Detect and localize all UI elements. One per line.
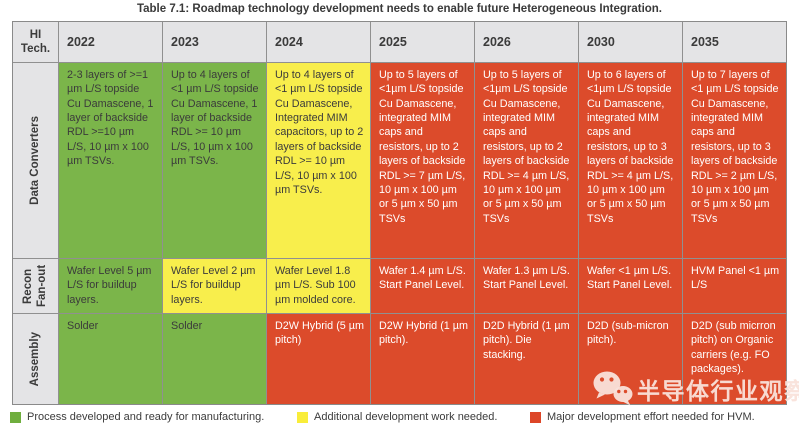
roadmap-table: HI Tech. 2022 2023 2024 2025 2026 2030 2…	[12, 21, 787, 405]
row-label-text: Data Converters	[28, 116, 41, 205]
cell-recon-fan-out-2023: Wafer Level 2 µm L/S for buildup layers.	[163, 259, 266, 313]
year-header-2030: 2030	[579, 22, 682, 62]
year-header-2022: 2022	[59, 22, 162, 62]
year-header-2023: 2023	[163, 22, 266, 62]
cell-assembly-2023: Solder	[163, 314, 266, 404]
legend-item-green: Process developed and ready for manufact…	[10, 411, 264, 423]
legend-item-yellow: Additional development work needed.	[297, 411, 497, 423]
cell-recon-fan-out-2022: Wafer Level 5 µm L/S for buildup layers.	[59, 259, 162, 313]
year-header-2025: 2025	[371, 22, 474, 62]
cell-assembly-2022: Solder	[59, 314, 162, 404]
cell-recon-fan-out-2026: Wafer 1.3 µm L/S. Start Panel Level.	[475, 259, 578, 313]
cell-data-converters-2022: 2-3 layers of >=1 µm L/S topside Cu Dama…	[59, 63, 162, 258]
year-header-2026: 2026	[475, 22, 578, 62]
legend-label-yellow: Additional development work needed.	[314, 411, 498, 423]
row-label-data-converters: Data Converters	[13, 63, 58, 258]
cell-assembly-2024: D2W Hybrid (5 µm pitch)	[267, 314, 370, 404]
row-label-assembly: Assembly	[13, 314, 58, 404]
cell-recon-fan-out-2025: Wafer 1.4 µm L/S. Start Panel Level.	[371, 259, 474, 313]
legend-swatch-green	[10, 411, 21, 423]
table-title: Table 7.1: Roadmap technology developmen…	[136, 3, 663, 15]
cell-assembly-2035: D2D (sub micrron pitch) on Organic carri…	[683, 314, 786, 404]
cell-data-converters-2024: Up to 4 layers of <1 µm L/S topside Cu D…	[267, 63, 370, 258]
cell-data-converters-2023: Up to 4 layers of <1 µm L/S topside Cu D…	[163, 63, 266, 258]
year-header-2035: 2035	[683, 22, 786, 62]
legend-swatch-yellow	[297, 411, 308, 423]
year-header-2024: 2024	[267, 22, 370, 62]
cell-data-converters-2030: Up to 6 layers of <1µm L/S topside Cu Da…	[579, 63, 682, 258]
cell-data-converters-2025: Up to 5 layers of <1µm L/S topside Cu Da…	[371, 63, 474, 258]
cell-recon-fan-out-2024: Wafer Level 1.8 µm L/S. Sub 100 µm molde…	[267, 259, 370, 313]
row-label-text: Recon Fan-out	[21, 264, 48, 308]
legend-item-red: Major development effort needed for HVM.	[530, 411, 755, 423]
legend-label-green: Process developed and ready for manufact…	[27, 411, 265, 423]
cell-recon-fan-out-2030: Wafer <1 µm L/S. Start Panel Level.	[579, 259, 682, 313]
legend-swatch-red	[530, 411, 541, 423]
cell-recon-fan-out-2035: HVM Panel <1 µm L/S	[683, 259, 786, 313]
corner-header-hi-tech: HI Tech.	[13, 22, 58, 62]
cell-data-converters-2035: Up to 7 layers of <1 µm L/S topside Cu D…	[683, 63, 786, 258]
cell-assembly-2025: D2W Hybrid (1 µm pitch).	[371, 314, 474, 404]
cell-assembly-2026: D2D Hybrid (1 µm pitch). Die stacking.	[475, 314, 578, 404]
cell-assembly-2030: D2D (sub-micron pitch).	[579, 314, 682, 404]
legend-label-red: Major development effort needed for HVM.	[547, 411, 755, 423]
cell-data-converters-2026: Up to 5 layers of <1µm L/S topside Cu Da…	[475, 63, 578, 258]
row-label-text: Assembly	[28, 331, 41, 387]
row-label-recon-fan-out: Recon Fan-out	[13, 259, 58, 313]
